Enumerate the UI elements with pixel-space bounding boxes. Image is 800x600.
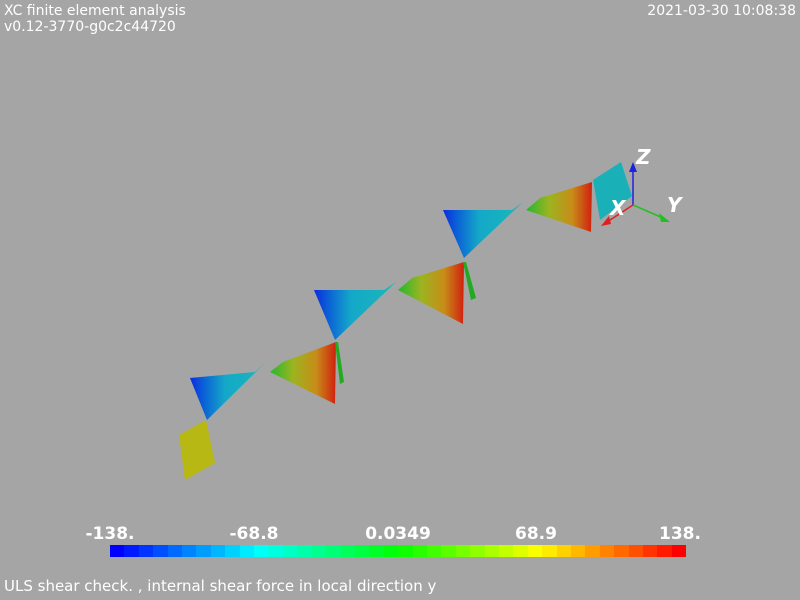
diagram-segment-1 — [190, 342, 344, 420]
colorbar-band — [398, 545, 413, 557]
scalar-bar-colorbar — [110, 545, 687, 557]
colorbar-band — [210, 545, 226, 557]
colorbar-band — [527, 545, 543, 557]
y-axis-label: Y — [667, 193, 684, 217]
colorbar-band — [124, 545, 139, 557]
axes-triad: Z Y X — [601, 145, 684, 226]
x-axis-label: X — [608, 196, 627, 220]
footing-panel — [179, 420, 215, 480]
colorbar-band — [513, 545, 528, 557]
negative-shear-lobe — [443, 202, 523, 258]
z-axis-arrow — [629, 162, 637, 172]
z-axis-label: Z — [635, 145, 651, 169]
colorbar-band — [585, 545, 600, 557]
colorbar-band — [657, 545, 672, 557]
colorbar-band — [225, 545, 240, 557]
colorbar-band — [599, 545, 615, 557]
scalar-bar-tick-label: 138. — [659, 524, 701, 544]
colorbar-band — [441, 545, 456, 557]
scalar-bar-tick-label: 68.9 — [515, 524, 557, 544]
positive-shear-lobe — [270, 342, 336, 404]
colorbar-band — [311, 545, 327, 557]
beam-edge — [335, 342, 344, 384]
app-version: v0.12-3770-g0c2c44720 — [4, 19, 176, 35]
colorbar-band — [498, 545, 514, 557]
colorbar-band — [614, 545, 629, 557]
colorbar-band — [138, 545, 154, 557]
colorbar-band — [196, 545, 211, 557]
colorbar-band — [383, 545, 399, 557]
plot-caption: ULS shear check. , internal shear force … — [4, 577, 437, 595]
y-axis-arrow — [659, 213, 670, 222]
scalar-bar-tick-label: -68.8 — [229, 524, 279, 544]
colorbar-band — [426, 545, 442, 557]
negative-shear-lobe — [314, 282, 396, 340]
colorbar-band — [239, 545, 255, 557]
colorbar-band — [153, 545, 168, 557]
positive-shear-lobe — [526, 182, 592, 232]
colorbar-band — [369, 545, 384, 557]
x-axis-arrow — [601, 216, 611, 226]
beam-edge — [463, 262, 476, 300]
colorbar-band — [628, 545, 644, 557]
diagram-segment-2 — [314, 262, 476, 340]
colorbar-band — [167, 545, 183, 557]
positive-shear-lobe — [398, 262, 464, 324]
timestamp: 2021-03-30 10:08:38 — [647, 3, 796, 19]
colorbar-band — [643, 545, 658, 557]
colorbar-band — [254, 545, 269, 557]
colorbar-band — [326, 545, 341, 557]
colorbar-band — [455, 545, 471, 557]
app-title: XC finite element analysis — [4, 3, 186, 19]
negative-shear-lobe — [190, 360, 268, 420]
top-panel — [593, 162, 632, 220]
colorbar-band — [556, 545, 571, 557]
colorbar-band — [340, 545, 355, 557]
scalar-bar-tick-label: -138. — [85, 524, 135, 544]
colorbar-band — [542, 545, 557, 557]
colorbar-band — [110, 545, 125, 557]
colorbar-band — [571, 545, 586, 557]
diagram-segment-3 — [443, 182, 592, 258]
colorbar-band — [354, 545, 370, 557]
colorbar-band — [182, 545, 197, 557]
colorbar-band — [671, 545, 687, 557]
colorbar-band — [297, 545, 312, 557]
colorbar-band — [470, 545, 485, 557]
scalar-bar-tick-label: 0.0349 — [365, 524, 431, 544]
colorbar-band — [282, 545, 298, 557]
colorbar-band — [268, 545, 283, 557]
colorbar-band — [412, 545, 427, 557]
colorbar-band — [484, 545, 499, 557]
